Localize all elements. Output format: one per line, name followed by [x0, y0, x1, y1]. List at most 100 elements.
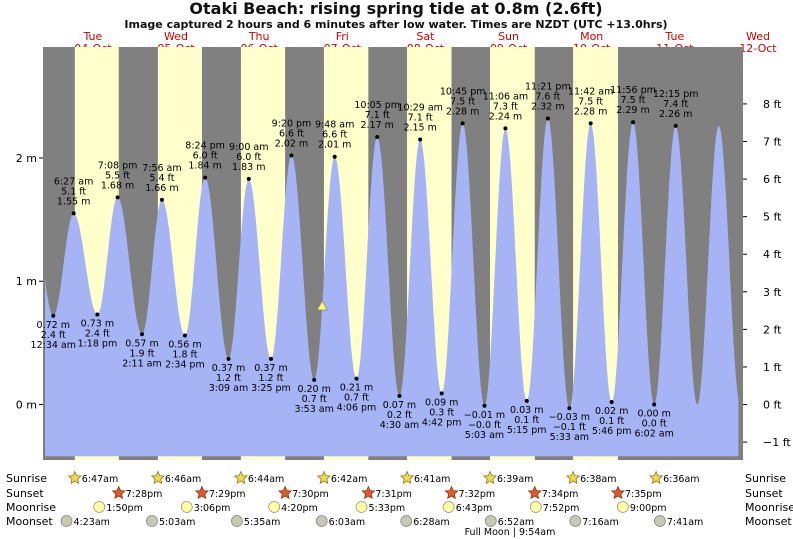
tide-ft-label: 2.4 ft	[85, 329, 110, 340]
moonset-icon	[146, 515, 158, 527]
moonrise-icon	[180, 501, 193, 513]
moonrise-icon	[355, 501, 368, 513]
tide-point	[652, 402, 657, 407]
y-left-tick-label: 0 m	[16, 399, 37, 412]
tide-time-label: 7:56 am	[142, 163, 181, 174]
tide-m-label: −0.03 m	[549, 412, 590, 423]
tide-time-label: 2:11 am	[122, 358, 161, 369]
tide-ft-label: −0.1 ft	[553, 422, 586, 433]
y-right-tick-label: 1 ft	[763, 361, 782, 374]
sunset-time: 7:29pm	[209, 489, 246, 500]
moonrise-row-label-right: Moonrise	[745, 501, 793, 514]
tide-point	[588, 121, 593, 126]
tide-time-label: 11:06 am	[483, 91, 528, 102]
tide-point	[159, 197, 164, 202]
sunrise-icon	[316, 470, 332, 485]
moonrise-icon	[268, 501, 281, 513]
tide-m-label: 2.01 m	[318, 140, 351, 151]
day-weekday-label: Wed	[164, 30, 188, 43]
moonset-time: 6:28am	[413, 517, 449, 528]
sunset-icon	[361, 485, 376, 500]
sunset-time: 7:31pm	[375, 489, 412, 500]
tide-ft-label: 1.2 ft	[216, 373, 241, 384]
chart-title: Otaki Beach: rising spring tide at 0.8m …	[189, 0, 602, 18]
tide-ft-label: 7.5 ft	[621, 95, 646, 106]
tide-point	[439, 391, 444, 396]
tide-time-label: 4:06 pm	[337, 403, 377, 414]
tide-ft-label: 7.3 ft	[493, 101, 518, 112]
tide-ft-label: 5.5 ft	[105, 170, 130, 181]
tide-m-label: 2.29 m	[616, 105, 649, 116]
moonset-icon	[231, 515, 243, 527]
tide-ft-label: 1.8 ft	[172, 349, 197, 360]
sunset-time: 7:35pm	[625, 489, 662, 500]
y-right-tick-label: 5 ft	[763, 211, 782, 224]
sunset-time: 7:32pm	[459, 489, 496, 500]
tide-m-label: 1.68 m	[101, 180, 134, 191]
y-right-tick-label: 6 ft	[763, 173, 782, 186]
sunrise-icon	[565, 470, 581, 485]
tide-time-label: 5:46 pm	[592, 426, 632, 437]
current-tide-marker	[316, 300, 328, 311]
tide-time-label: 11:21 pm	[525, 82, 571, 93]
tide-ft-label: 6.6 ft	[322, 130, 347, 141]
tide-ft-label: 5.1 ft	[61, 186, 86, 197]
tide-m-label: 0.09 m	[425, 397, 458, 408]
tide-ft-label: 6.0 ft	[193, 151, 218, 162]
sunrise-time: 6:42am	[331, 474, 367, 485]
day-weekday-label: Sun	[498, 30, 519, 43]
moonrise-time: 6:43pm	[456, 503, 493, 514]
tide-ft-label: 0.1 ft	[514, 415, 539, 426]
tide-ft-label: 7.1 ft	[365, 110, 390, 121]
y-right-tick-label: −1 ft	[763, 436, 791, 449]
tide-ft-label: 7.6 ft	[535, 92, 560, 103]
y-left-tick-label: 2 m	[16, 152, 37, 165]
tide-ft-label: 6.0 ft	[236, 152, 261, 163]
tide-m-label: 0.57 m	[125, 338, 158, 349]
tide-point	[631, 120, 636, 125]
day-weekday-label: Tue	[664, 30, 684, 43]
tide-time-label: 1:18 pm	[78, 339, 118, 350]
moonrise-icon	[616, 501, 629, 513]
tide-m-label: 1.84 m	[188, 161, 221, 172]
moonrise-icon	[442, 501, 455, 513]
tide-ft-label: 1.9 ft	[129, 348, 154, 359]
sunset-icon	[111, 485, 126, 500]
sunset-time: 7:30pm	[292, 489, 329, 500]
sunrise-icon	[399, 470, 415, 485]
tide-point	[673, 123, 678, 128]
tide-time-label: 10:45 pm	[440, 86, 486, 97]
moonset-row-label-right: Moonset	[745, 515, 792, 528]
moonset-time: 6:52am	[498, 517, 534, 528]
moonrise-time: 5:33pm	[369, 503, 406, 514]
tide-ft-label: 0.3 ft	[429, 407, 454, 418]
moonset-icon	[315, 515, 328, 527]
tide-m-label: 0.21 m	[340, 383, 373, 394]
tide-m-label: 1.55 m	[57, 196, 90, 207]
moonset-icon	[653, 515, 666, 527]
sunrise-icon	[150, 470, 166, 485]
sunrise-time: 6:44am	[248, 474, 284, 485]
tide-m-label: 1.83 m	[232, 162, 265, 173]
tide-time-label: 12:34 am	[31, 340, 76, 351]
sunset-time: 7:28pm	[126, 489, 163, 500]
y-right-tick-label: 7 ft	[763, 135, 782, 148]
tide-point	[609, 400, 614, 405]
tide-time-label: 10:05 pm	[354, 100, 400, 111]
tide-time-label: 10:29 am	[397, 102, 442, 113]
sunrise-time: 6:36am	[663, 474, 699, 485]
tide-ft-label: 5.4 ft	[149, 173, 174, 184]
sunset-time: 7:34pm	[542, 489, 579, 500]
y-right-tick-label: 3 ft	[763, 286, 782, 299]
moonset-time: 5:03am	[159, 517, 195, 528]
sunrise-icon	[67, 470, 82, 485]
tide-ft-label: 7.5 ft	[578, 96, 603, 107]
tide-m-label: 0.72 m	[37, 320, 70, 331]
tide-point	[71, 211, 76, 216]
tide-point	[268, 356, 273, 361]
sunrise-icon	[233, 470, 249, 485]
tide-m-label: 2.32 m	[531, 102, 564, 113]
day-weekday-label: Tue	[82, 30, 102, 43]
tide-time-label: 11:56 pm	[610, 85, 656, 96]
